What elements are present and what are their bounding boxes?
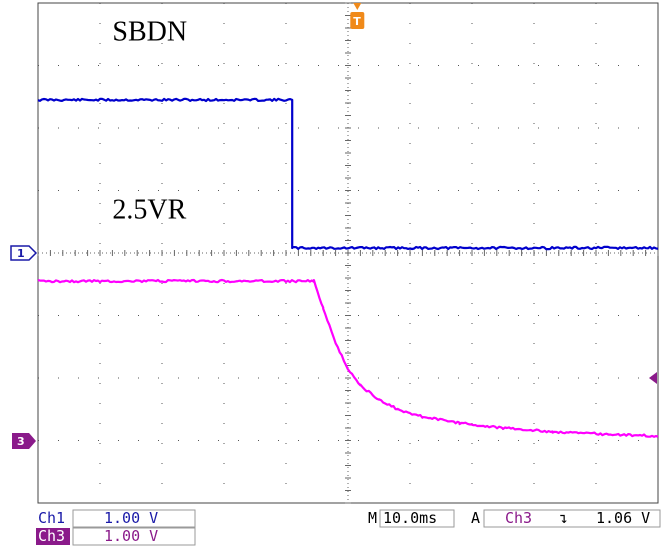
trigger-level-marker[interactable] <box>649 372 657 384</box>
annotation-sbdn: SBDN <box>112 17 187 48</box>
ch1-name: Ch1 <box>38 509 65 527</box>
graticule <box>37 2 659 504</box>
timebase-box <box>379 509 455 528</box>
trigger-source: Ch3 <box>505 509 532 527</box>
traces <box>37 97 659 438</box>
trigger-box <box>483 509 661 528</box>
annotation-2-5vr: 2.5VR <box>112 195 186 226</box>
trigger-slope-icon: ↴ <box>559 509 568 527</box>
ch3-name: Ch3 <box>38 527 65 545</box>
ch3-marker-label: 3 <box>17 435 25 448</box>
ch3-name-box <box>36 528 70 545</box>
ch1-marker-label: 1 <box>17 247 25 260</box>
ch1-ground-marker[interactable]: 1 <box>10 245 38 261</box>
trigger-level: 1.06 V <box>596 509 650 527</box>
timebase-prefix: M <box>368 509 377 527</box>
trigger-mode: A <box>471 509 480 527</box>
ch1-scale-box <box>72 509 196 528</box>
trigger-marker-label: T <box>353 15 361 28</box>
timebase: 10.0ms <box>383 509 437 527</box>
ch3-scale: 1.00 V <box>104 527 158 545</box>
ch1-scale: 1.00 V <box>104 509 158 527</box>
trigger-position-marker[interactable]: T <box>350 3 365 29</box>
trace-ch3 <box>37 278 659 438</box>
status-bar: Ch1 1.00 V Ch3 1.00 V M 10.0ms A Ch3 ↴ 1… <box>36 509 661 546</box>
ch3-scale-box <box>72 527 196 546</box>
trace-ch1 <box>37 97 659 251</box>
ch3-ground-marker[interactable]: 3 <box>12 433 36 449</box>
